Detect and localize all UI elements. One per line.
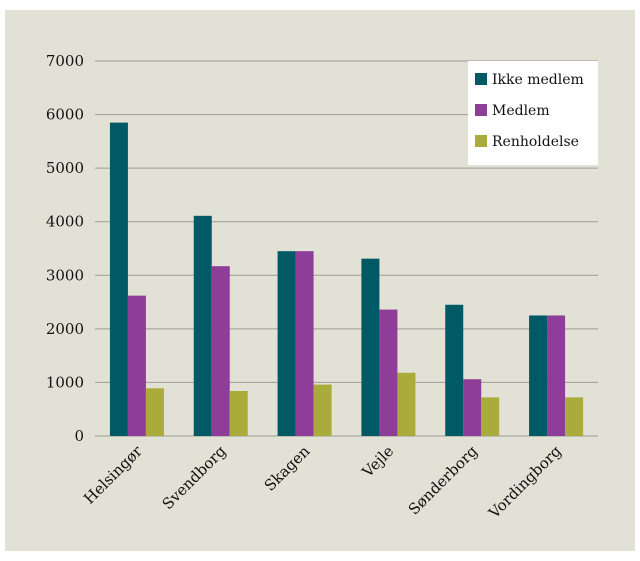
bar-ikke-medlem — [361, 258, 380, 436]
y-tick-label: 3000 — [46, 266, 84, 284]
bar-ikke-medlem — [445, 304, 464, 436]
y-tick-label: 7000 — [46, 52, 84, 70]
bar-ikke-medlem — [109, 122, 128, 436]
bar-ikke-medlem — [277, 251, 296, 436]
legend-label: Medlem — [492, 103, 550, 119]
bar-medlem — [463, 379, 482, 436]
legend-swatch-ikke-medlem — [475, 73, 487, 85]
bar-renholdelse — [481, 397, 500, 436]
bar-medlem — [295, 251, 314, 436]
bar-renholdelse — [397, 372, 416, 436]
x-tick-label: Skagen — [261, 442, 314, 495]
legend-swatch-medlem — [475, 104, 487, 116]
y-tick-label: 1000 — [46, 373, 84, 391]
bar-renholdelse — [565, 397, 584, 436]
bar-medlem — [547, 315, 566, 436]
y-tick-label: 0 — [74, 427, 84, 445]
bar-renholdelse — [145, 388, 164, 436]
bar-medlem — [379, 309, 398, 436]
y-tick-label: 6000 — [46, 106, 84, 124]
legend-swatch-renholdelse — [475, 135, 487, 147]
x-tick-label: Vejle — [358, 442, 397, 481]
bar-medlem — [127, 295, 146, 436]
x-tick-label: Sønderborg — [405, 442, 482, 519]
x-tick-label: Vordingborg — [484, 442, 565, 523]
bar-ikke-medlem — [193, 215, 212, 436]
bar-ikke-medlem — [529, 315, 548, 436]
y-tick-label: 4000 — [46, 213, 84, 231]
legend — [468, 61, 598, 165]
y-tick-label: 2000 — [46, 320, 84, 338]
bar-medlem — [211, 266, 230, 436]
bar-renholdelse — [229, 391, 248, 436]
y-tick-label: 5000 — [46, 159, 84, 177]
x-tick-label: Helsingør — [80, 442, 146, 508]
bar-renholdelse — [313, 384, 332, 436]
x-tick-label: Svendborg — [159, 442, 230, 513]
legend-label: Ikke medlem — [492, 72, 584, 88]
legend-label: Renholdelse — [492, 134, 579, 150]
